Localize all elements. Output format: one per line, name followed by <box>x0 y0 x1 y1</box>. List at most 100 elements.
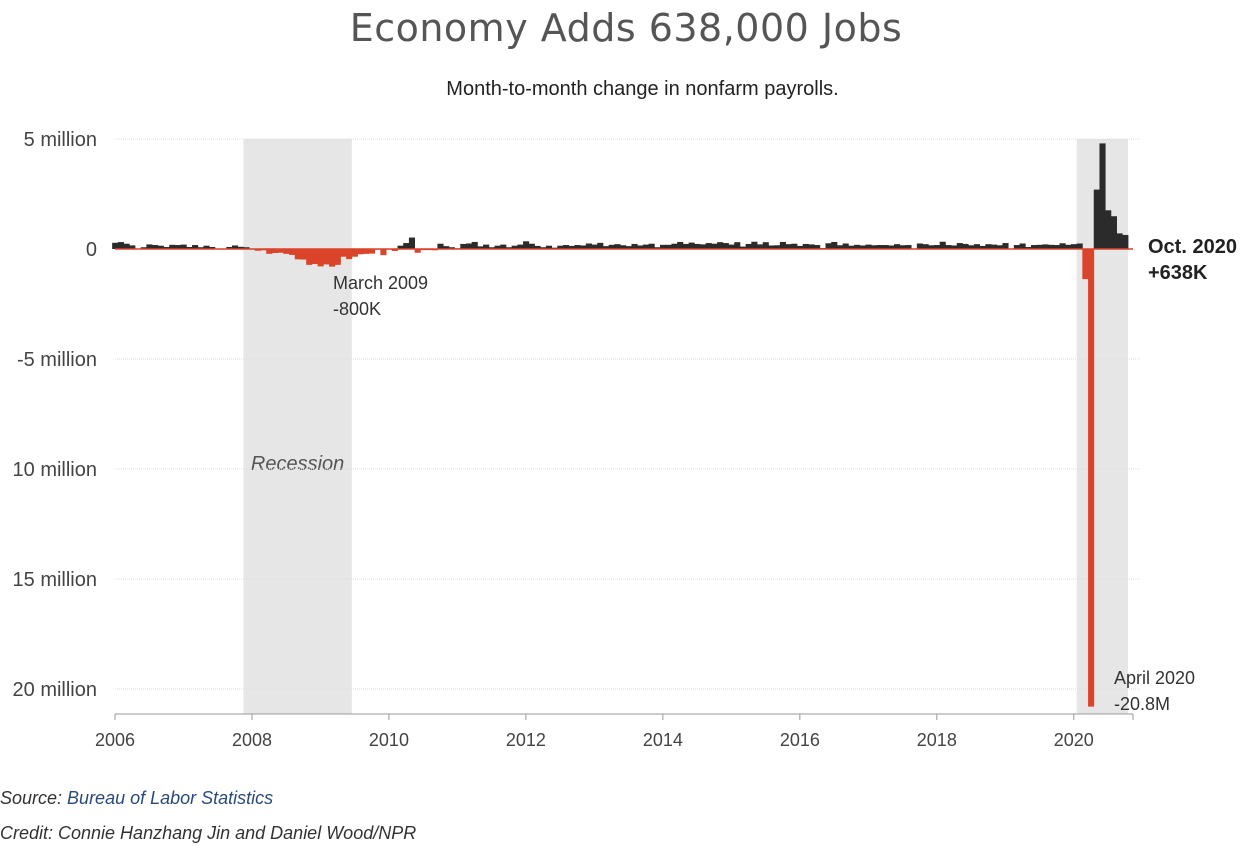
bar <box>1036 244 1043 249</box>
bar <box>174 245 182 249</box>
bar <box>825 243 832 249</box>
bar <box>368 249 376 254</box>
bar <box>762 242 769 249</box>
bar <box>580 245 587 249</box>
bar <box>660 244 667 249</box>
y-axis-ticks: 5 million 0 -5 million 10 million 15 million… <box>13 129 97 701</box>
bar <box>340 249 347 257</box>
bar <box>363 249 370 254</box>
bar <box>991 244 998 249</box>
bar <box>465 243 473 249</box>
y-tick-label: -5 million <box>17 349 97 371</box>
bar <box>197 247 204 249</box>
bar <box>933 245 941 249</box>
credit-line: Credit: Connie Hanzhang Jin and Daniel W… <box>0 823 417 843</box>
bar <box>1110 216 1117 249</box>
x-tick-label: 2010 <box>369 730 409 750</box>
y-tick-label: 10 million <box>13 459 97 481</box>
annotation-2020-04-line-1: -20.8M <box>1114 694 1170 714</box>
source-link[interactable]: Bureau of Labor Statistics <box>67 788 274 808</box>
bar <box>117 242 124 249</box>
bar <box>180 244 187 249</box>
bar <box>460 243 467 249</box>
bar <box>848 245 855 249</box>
bar <box>329 249 336 267</box>
x-tick-label: 2020 <box>1054 730 1094 750</box>
bar <box>146 244 153 249</box>
bar <box>671 243 678 249</box>
bar <box>928 245 935 249</box>
bar <box>968 245 975 249</box>
bar <box>854 244 861 249</box>
x-tick-label: 2018 <box>917 730 957 750</box>
bar <box>557 245 564 249</box>
bar <box>534 245 541 249</box>
bar <box>192 245 199 249</box>
bar <box>1065 244 1072 249</box>
bar <box>414 249 421 253</box>
bar <box>597 242 604 249</box>
bar <box>722 243 729 249</box>
bar <box>403 243 410 249</box>
bar <box>540 247 547 249</box>
bar <box>956 243 963 249</box>
y-tick-label: 0 <box>86 239 97 261</box>
annotations: March 2009 -800K April 2020 -20.8M Oct. 2020… <box>333 236 1237 714</box>
bar <box>682 243 689 249</box>
bar <box>494 245 501 249</box>
bar <box>391 249 398 251</box>
bar <box>289 249 296 255</box>
source-prefix: Source: <box>0 788 68 808</box>
bar <box>996 245 1003 249</box>
bar <box>979 245 986 249</box>
bar <box>796 245 804 249</box>
bar <box>899 245 906 249</box>
bar <box>505 247 513 249</box>
bar <box>694 243 701 249</box>
source-line: Source: Bureau of Labor Statistics <box>0 788 273 809</box>
bar <box>728 244 735 249</box>
bar <box>985 244 992 249</box>
bar <box>1116 233 1123 249</box>
bar <box>1105 210 1112 249</box>
bar <box>654 247 661 249</box>
bar <box>523 241 530 249</box>
bar <box>152 245 159 249</box>
bar <box>477 246 484 249</box>
bar <box>620 245 627 249</box>
bar <box>637 245 644 249</box>
bar <box>591 244 598 249</box>
bar <box>774 245 781 249</box>
bar <box>751 241 758 249</box>
annotation-2009-03-line-1: -800K <box>333 299 381 319</box>
bar <box>842 243 849 249</box>
chart-subtitle: Month-to-month change in nonfarm payroll… <box>446 78 839 100</box>
bar <box>277 249 284 253</box>
bar <box>483 244 490 249</box>
bar <box>871 245 878 249</box>
bar <box>500 244 507 249</box>
bar <box>1082 249 1089 280</box>
bar <box>734 242 741 249</box>
bar <box>443 246 450 249</box>
bar <box>922 244 929 249</box>
bar <box>939 241 946 249</box>
bar <box>705 243 712 249</box>
bar <box>625 246 632 249</box>
bar <box>112 242 119 249</box>
bar <box>916 243 923 249</box>
bar <box>237 246 244 249</box>
x-tick-label: 2014 <box>643 730 683 750</box>
bar <box>768 245 775 249</box>
bar <box>1088 249 1095 707</box>
annotation-2020-10-line-1: +638K <box>1148 262 1208 284</box>
bar <box>1042 244 1049 249</box>
bar <box>962 243 969 249</box>
bar <box>894 244 901 249</box>
bar <box>437 243 444 249</box>
gridlines <box>115 138 1140 690</box>
bar <box>351 249 358 257</box>
bar <box>169 244 176 249</box>
bar <box>323 249 330 265</box>
bar <box>140 247 147 249</box>
